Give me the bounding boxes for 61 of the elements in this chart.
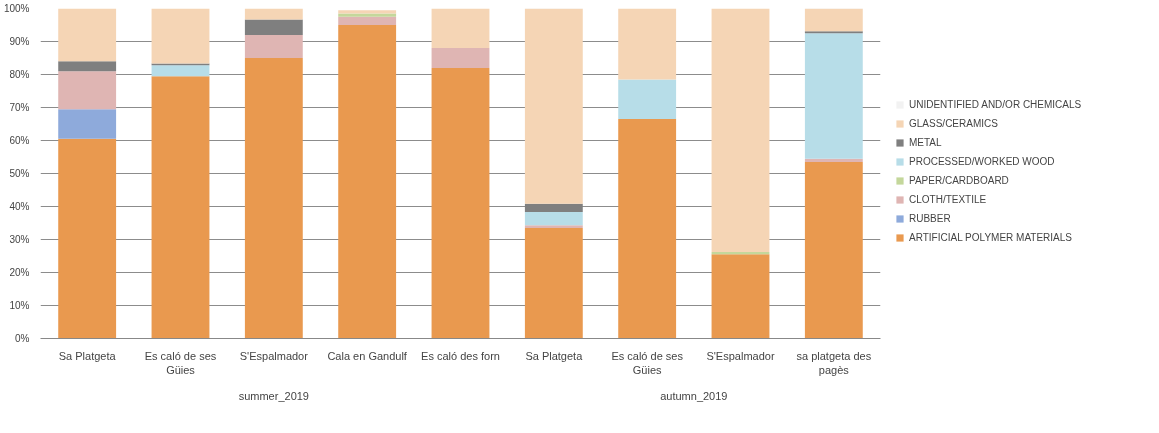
legend-label: RUBBER xyxy=(909,213,951,224)
x-tick-label: Cala en Gandulf xyxy=(327,349,408,362)
bar xyxy=(431,67,490,339)
bar xyxy=(244,34,303,58)
bar xyxy=(58,138,117,339)
text: autumn_2019 xyxy=(660,389,728,402)
bar xyxy=(618,8,677,80)
x-tick-label: S'Espalmador xyxy=(239,349,309,362)
bar xyxy=(524,8,583,204)
bar xyxy=(244,8,303,20)
y-tick-label: 80% xyxy=(9,69,30,80)
x-tick-label: S'Espalmador xyxy=(706,349,775,362)
bar xyxy=(244,19,303,35)
bar xyxy=(338,16,397,25)
y-tick-label: 10% xyxy=(9,300,30,311)
legend-label: GLASS/CERAMICS xyxy=(909,118,998,129)
y-tick-label: 20% xyxy=(9,267,30,278)
y-tick-label: 70% xyxy=(9,102,30,113)
bar xyxy=(804,161,863,339)
x-tick-label: Sa Platgeta xyxy=(525,349,584,362)
x-tick-label: Es caló de ses Güies xyxy=(611,349,684,376)
x-tick-label: sa platgeta des pagès xyxy=(796,349,872,376)
bar xyxy=(58,71,117,110)
bar xyxy=(618,119,677,339)
legend-label: CLOTH/TEXTILE xyxy=(909,194,987,205)
bar xyxy=(711,8,770,253)
x-tick-label: Sa Platgeta xyxy=(58,349,117,362)
bar xyxy=(711,254,770,339)
legend-label: PAPER/CARDBOARD xyxy=(909,175,1009,186)
legend-label: ARTIFICIAL POLYMER MATERIALS xyxy=(909,232,1072,243)
y-tick-label: 100% xyxy=(3,3,30,14)
bar xyxy=(58,8,117,62)
bar xyxy=(524,227,583,339)
bar xyxy=(524,225,583,228)
bar xyxy=(804,158,863,162)
legend-label: METAL xyxy=(909,137,942,148)
bar xyxy=(58,61,117,72)
bar xyxy=(431,8,490,49)
bar xyxy=(524,212,583,226)
legend-label: UNIDENTIFIED AND/OR CHEMICALS xyxy=(909,99,1082,110)
y-tick-label: 0% xyxy=(15,333,30,344)
y-tick-label: 40% xyxy=(9,201,30,212)
bar xyxy=(58,109,117,139)
bar xyxy=(244,58,303,339)
y-tick-label: 50% xyxy=(9,168,30,179)
x-tick-label: Es caló des forn xyxy=(421,349,500,362)
bar xyxy=(338,25,397,339)
legend-label: PROCESSED/WORKED WOOD xyxy=(909,156,1055,167)
y-tick-label: 30% xyxy=(9,234,30,245)
bar xyxy=(151,8,210,64)
bar xyxy=(804,8,863,32)
y-tick-label: 60% xyxy=(9,135,30,146)
bar xyxy=(618,79,677,120)
text: summer_2019 xyxy=(238,389,309,402)
bar xyxy=(151,76,210,339)
bar xyxy=(524,203,583,213)
x-tick-label: Es caló de ses Güies xyxy=(144,349,217,376)
bar xyxy=(431,48,490,68)
bar xyxy=(151,65,210,77)
bar xyxy=(804,33,863,159)
y-tick-label: 90% xyxy=(9,36,30,47)
